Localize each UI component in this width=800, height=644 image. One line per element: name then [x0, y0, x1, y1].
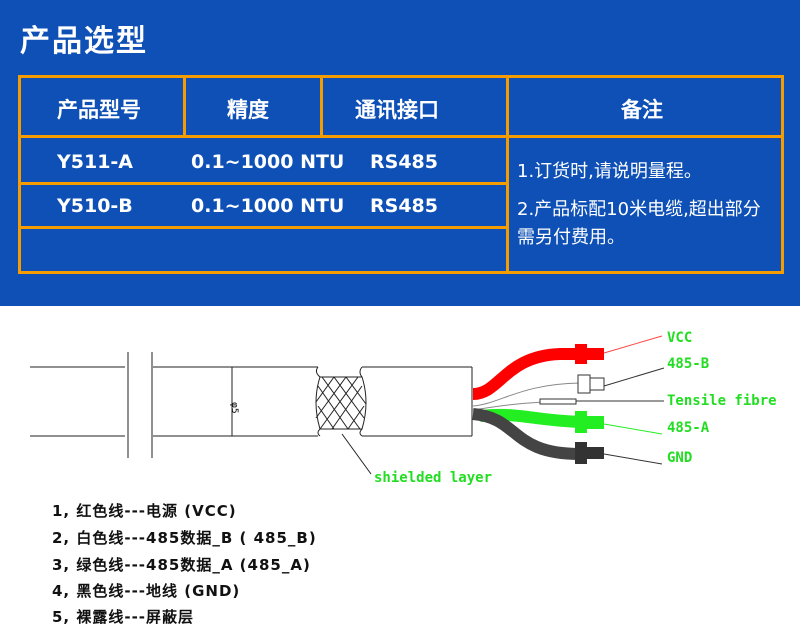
divider: [21, 226, 508, 229]
cell-interface: RS485: [370, 151, 438, 173]
note-2: 2.产品标配10米电缆,超出部分需另付费用。: [517, 199, 761, 248]
legend-item: 1, 红色线---电源 (VCC): [52, 502, 237, 520]
product-table: 产品型号 精度 通讯接口 备注 Y511-A 0.1~1000 NTU RS48…: [18, 75, 784, 274]
divider: [320, 78, 323, 135]
header-precision: 精度: [227, 98, 269, 122]
diameter-label: φ5: [229, 402, 239, 414]
divider: [21, 135, 781, 138]
header-notes: 备注: [621, 98, 663, 122]
legend-item: 2, 白色线---485数据_B ( 485_B): [52, 529, 317, 547]
legend-item: 3, 绿色线---485数据_A (485_A): [52, 556, 311, 574]
cell-interface: RS485: [370, 195, 438, 217]
legend-item: 5, 裸露线---屏蔽层: [52, 608, 195, 626]
tensile-fibre-label: Tensile fibre: [667, 393, 777, 409]
cable-diagram: φ5 VCC 485-B Tensile fibre 485-A GND shi…: [30, 330, 777, 486]
divider: [183, 78, 186, 135]
page-title: 产品选型: [20, 24, 148, 59]
cell-model: Y511-A: [57, 151, 134, 173]
cell-precision: 0.1~1000 NTU: [191, 195, 345, 217]
cell-model: Y510-B: [57, 195, 133, 217]
cell-precision: 0.1~1000 NTU: [191, 151, 345, 173]
vcc-label: VCC: [667, 330, 692, 346]
divider: [21, 182, 508, 185]
shield-mesh: [315, 376, 367, 430]
divider: [506, 78, 509, 271]
vcc-wire: [472, 348, 580, 400]
header-model: 产品型号: [57, 98, 141, 122]
485a-label: 485-A: [667, 420, 710, 436]
note-1: 1.订货时,请说明量程。: [517, 161, 702, 182]
gnd-wire: [472, 408, 581, 460]
shielded-layer-label: shielded layer: [374, 470, 492, 486]
485b-label: 485-B: [667, 356, 709, 372]
header-interface: 通讯接口: [355, 98, 439, 122]
gnd-label: GND: [667, 450, 692, 466]
legend-item: 4, 黑色线---地线 (GND): [52, 582, 241, 600]
selection-panel: 产品选型 产品型号 精度 通讯接口 备注 Y511-A 0.1~1000 NTU…: [0, 0, 800, 306]
